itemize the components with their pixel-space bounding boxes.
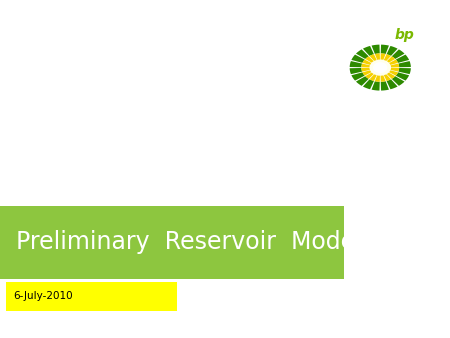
- Wedge shape: [351, 72, 364, 81]
- Bar: [0, 206, 344, 279]
- Wedge shape: [369, 54, 379, 65]
- Wedge shape: [385, 64, 399, 68]
- Wedge shape: [387, 79, 398, 89]
- Wedge shape: [350, 68, 362, 74]
- Wedge shape: [383, 70, 395, 79]
- Wedge shape: [363, 46, 374, 56]
- Wedge shape: [356, 49, 369, 59]
- Text: Preliminary  Reservoir  Model MC252: Preliminary Reservoir Model MC252: [16, 230, 450, 254]
- Wedge shape: [351, 54, 364, 63]
- Wedge shape: [365, 56, 378, 66]
- Wedge shape: [363, 79, 374, 89]
- Wedge shape: [398, 61, 411, 67]
- Circle shape: [369, 59, 391, 76]
- Circle shape: [373, 62, 387, 73]
- Wedge shape: [372, 45, 380, 54]
- Wedge shape: [384, 69, 398, 76]
- Wedge shape: [380, 71, 386, 82]
- Wedge shape: [396, 54, 409, 63]
- Wedge shape: [361, 64, 376, 68]
- Wedge shape: [350, 61, 362, 67]
- Bar: [6, 282, 177, 311]
- Wedge shape: [380, 53, 386, 64]
- Wedge shape: [381, 45, 389, 54]
- Text: bp: bp: [395, 28, 414, 42]
- Wedge shape: [362, 59, 377, 67]
- Wedge shape: [385, 68, 399, 72]
- Wedge shape: [375, 71, 380, 82]
- Wedge shape: [382, 54, 391, 65]
- Wedge shape: [383, 56, 395, 66]
- Wedge shape: [369, 70, 379, 81]
- Wedge shape: [384, 59, 398, 67]
- Wedge shape: [361, 68, 376, 72]
- Text: 6-July-2010: 6-July-2010: [14, 291, 73, 301]
- Wedge shape: [381, 81, 389, 91]
- Wedge shape: [372, 81, 380, 91]
- Wedge shape: [365, 70, 378, 79]
- Wedge shape: [362, 69, 377, 76]
- Wedge shape: [387, 46, 398, 56]
- Wedge shape: [396, 72, 409, 81]
- Wedge shape: [375, 53, 380, 64]
- Wedge shape: [392, 76, 405, 86]
- Wedge shape: [398, 68, 411, 74]
- Wedge shape: [392, 49, 405, 59]
- Wedge shape: [382, 70, 391, 81]
- Wedge shape: [356, 76, 369, 86]
